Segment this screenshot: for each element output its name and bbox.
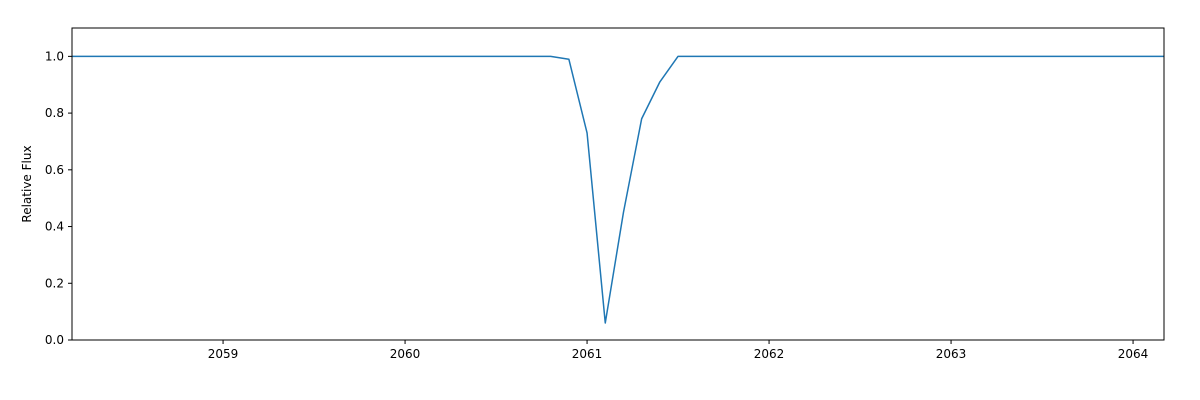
series-layer xyxy=(72,55,1164,324)
x-tick-label: 2060 xyxy=(390,347,421,361)
y-axis-label: Relative Flux xyxy=(20,145,34,222)
y-axis: 0.0 0.2 0.4 0.6 0.8 1.0 xyxy=(45,49,72,347)
y-tick-label: 0.6 xyxy=(45,163,64,177)
series-line-0 xyxy=(72,55,1164,324)
x-tick-label: 2062 xyxy=(754,347,785,361)
x-tick-label: 2063 xyxy=(936,347,967,361)
x-axis: 2059 2060 2061 2062 2063 2064 xyxy=(208,340,1149,361)
x-tick-label: 2061 xyxy=(572,347,603,361)
plot-frame xyxy=(71,27,1165,341)
y-tick-label: 0.0 xyxy=(45,333,64,347)
y-tick-label: 0.4 xyxy=(45,220,64,234)
y-tick-label: 0.2 xyxy=(45,276,64,290)
y-tick-label: 0.8 xyxy=(45,106,64,120)
y-tick-label: 1.0 xyxy=(45,49,64,63)
x-tick-label: 2059 xyxy=(208,347,239,361)
x-tick-label: 2064 xyxy=(1118,347,1149,361)
